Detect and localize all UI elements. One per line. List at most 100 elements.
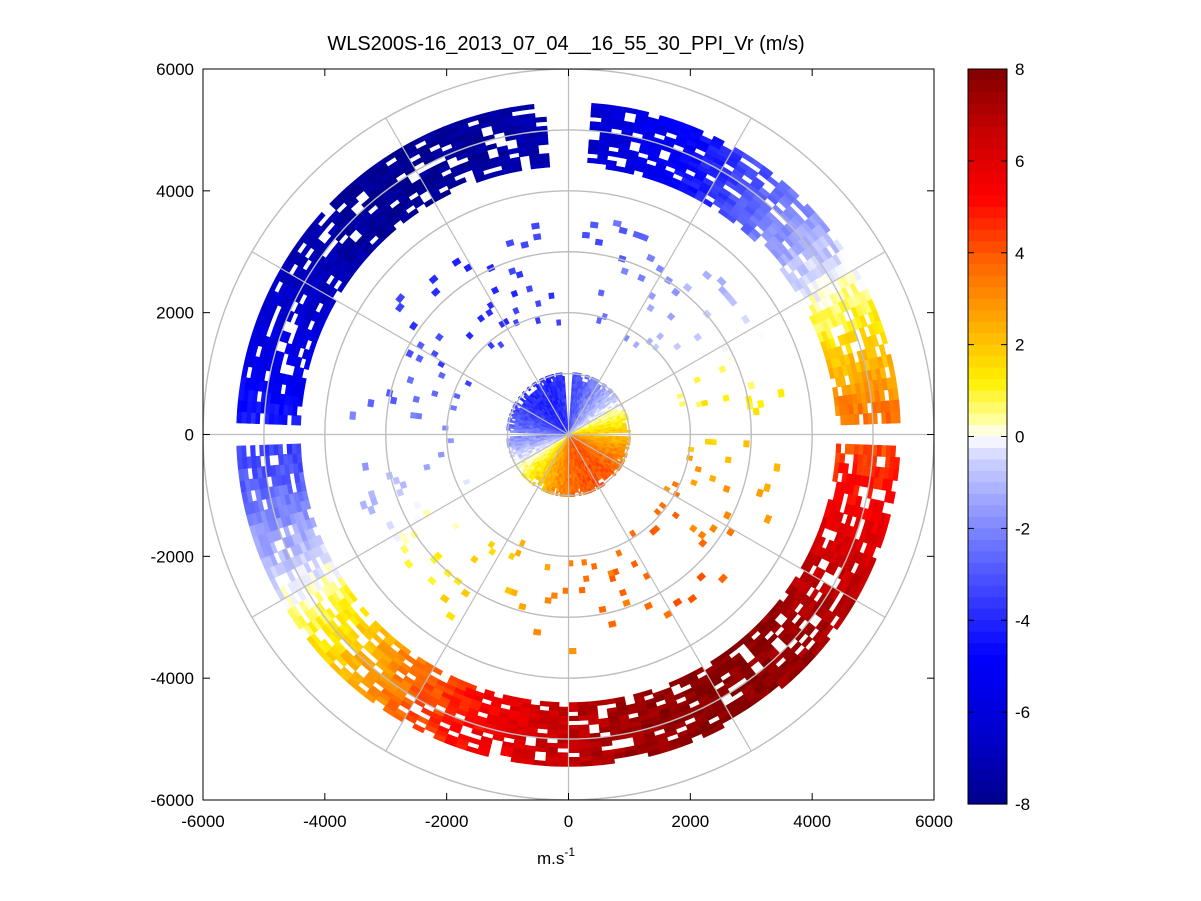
range-bin bbox=[588, 718, 600, 725]
range-bin bbox=[291, 443, 297, 455]
range-bin bbox=[272, 413, 279, 425]
range-bin bbox=[562, 383, 566, 388]
range-bin bbox=[568, 724, 580, 731]
range-bin bbox=[528, 435, 533, 438]
range-bin bbox=[534, 300, 542, 308]
range-bin bbox=[619, 430, 624, 434]
range-bin bbox=[367, 398, 375, 408]
range-bin bbox=[392, 476, 401, 485]
range-bin bbox=[597, 431, 602, 434]
range-bin bbox=[581, 559, 588, 566]
range-bin bbox=[563, 394, 567, 399]
range-bin bbox=[577, 701, 588, 708]
range-bin bbox=[600, 431, 606, 434]
range-bin bbox=[518, 602, 527, 611]
range-bin bbox=[423, 463, 431, 471]
range-bin bbox=[513, 435, 518, 439]
range-bin bbox=[591, 759, 604, 767]
range-bin bbox=[557, 724, 569, 731]
range-bin bbox=[568, 743, 580, 749]
range-bin bbox=[532, 233, 542, 241]
range-bin bbox=[722, 394, 730, 402]
range-bin bbox=[538, 435, 544, 437]
range-bin bbox=[548, 710, 560, 717]
range-bin bbox=[577, 710, 589, 717]
range-bin bbox=[589, 221, 599, 229]
range-bin bbox=[594, 238, 604, 246]
range-bin bbox=[597, 289, 605, 297]
range-bin bbox=[849, 444, 855, 455]
range-bin bbox=[844, 414, 851, 426]
range-bin bbox=[254, 412, 261, 425]
range-bin bbox=[568, 729, 580, 735]
range-bin bbox=[853, 444, 860, 456]
range-bin bbox=[598, 605, 607, 614]
range-bin bbox=[743, 440, 750, 448]
range-bin bbox=[533, 759, 546, 767]
chart-title: WLS200S-16_2013_07_04__16_55_30_PPI_Vr (… bbox=[327, 33, 804, 55]
range-bin bbox=[556, 761, 569, 767]
range-bin bbox=[558, 720, 569, 726]
range-bin bbox=[542, 434, 547, 437]
range-bin bbox=[701, 399, 709, 407]
range-bin bbox=[724, 456, 732, 464]
range-bin bbox=[565, 412, 568, 417]
range-bin bbox=[777, 388, 785, 398]
range-bin bbox=[509, 430, 515, 433]
range-bin bbox=[862, 402, 869, 415]
range-bin bbox=[524, 435, 529, 438]
range-bin bbox=[295, 415, 302, 426]
range-bin bbox=[596, 699, 607, 706]
range-bin bbox=[568, 756, 581, 763]
range-bin bbox=[520, 241, 529, 249]
range-bin bbox=[550, 592, 558, 599]
range-bin bbox=[295, 443, 302, 454]
range-bin bbox=[349, 411, 357, 420]
range-bin bbox=[876, 444, 883, 457]
range-bin bbox=[236, 411, 243, 424]
range-bin bbox=[544, 597, 552, 604]
range-bin bbox=[710, 439, 717, 446]
range-bin bbox=[583, 575, 590, 583]
range-bin bbox=[286, 443, 293, 455]
range-bin bbox=[568, 747, 580, 754]
range-bin bbox=[525, 285, 534, 293]
range-bin bbox=[539, 700, 551, 707]
range-bin bbox=[862, 413, 869, 425]
range-bin bbox=[858, 444, 865, 456]
range-bin bbox=[564, 401, 567, 406]
range-bin bbox=[277, 413, 284, 425]
range-bin bbox=[447, 438, 454, 444]
range-bin bbox=[268, 413, 275, 425]
range-bin bbox=[568, 702, 579, 708]
range-bin bbox=[578, 715, 589, 721]
range-bin bbox=[835, 443, 842, 454]
range-bin bbox=[849, 414, 855, 425]
range-bin bbox=[556, 756, 569, 763]
range-bin bbox=[842, 463, 850, 475]
range-bin bbox=[546, 742, 559, 749]
range-bin bbox=[291, 414, 297, 426]
range-bin bbox=[517, 435, 522, 439]
range-bin bbox=[523, 113, 536, 120]
range-bin bbox=[535, 435, 540, 438]
range-bin bbox=[622, 430, 628, 433]
range-bin bbox=[568, 560, 574, 567]
range-bin bbox=[410, 412, 417, 419]
range-bin bbox=[611, 430, 617, 434]
range-bin bbox=[577, 706, 589, 712]
range-bin bbox=[562, 375, 566, 381]
range-bin bbox=[450, 404, 458, 411]
range-bin bbox=[752, 407, 760, 416]
range-bin bbox=[544, 563, 551, 571]
range-bin bbox=[538, 153, 550, 160]
range-bin bbox=[579, 760, 592, 767]
range-bin bbox=[615, 430, 620, 434]
range-bin bbox=[568, 761, 581, 767]
range-bin bbox=[600, 740, 613, 747]
range-bin bbox=[608, 620, 617, 628]
range-bin bbox=[520, 435, 526, 439]
range-bin bbox=[593, 432, 599, 434]
range-bin bbox=[545, 760, 558, 767]
